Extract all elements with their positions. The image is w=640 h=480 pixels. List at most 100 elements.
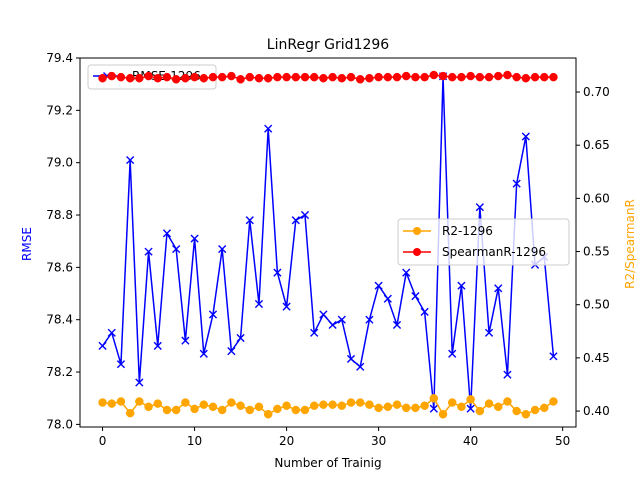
data-point-rmse-1296: [310, 328, 319, 337]
y-left-tick-label: 78.2: [46, 365, 73, 379]
data-point-r2-1296: [309, 401, 319, 410]
data-point-rmse-1296: [337, 315, 346, 324]
data-point-spearmanr-1296: [135, 73, 144, 83]
chart-title: LinRegr Grid1296: [267, 37, 389, 53]
legend-spearman-label: SpearmanR-1296: [442, 245, 546, 259]
legend-r2-marker: [413, 227, 421, 235]
data-point-r2-1296: [355, 398, 365, 407]
data-point-rmse-1296: [190, 234, 199, 243]
data-point-rmse-1296: [135, 378, 144, 387]
data-point-r2-1296: [466, 395, 475, 404]
data-point-rmse-1296: [245, 216, 254, 225]
x-tick-label: 10: [187, 434, 202, 448]
y-right-tick-label: 0.45: [583, 351, 610, 365]
data-point-spearmanr-1296: [153, 73, 163, 83]
y-right-tick-label: 0.40: [583, 404, 610, 418]
data-point-r2-1296: [346, 398, 356, 407]
data-point-rmse-1296: [420, 307, 429, 316]
legend-spearman-marker: [413, 248, 421, 256]
data-point-r2-1296: [530, 405, 540, 415]
plot-frame: [79, 57, 577, 428]
data-point-r2-1296: [135, 397, 144, 406]
data-point-rmse-1296: [466, 404, 475, 413]
data-point-spearmanr-1296: [217, 72, 227, 82]
data-point-rmse-1296: [227, 347, 236, 356]
y-axis-left-label: RMSE: [20, 227, 34, 261]
y-left-tick-label: 78.4: [46, 313, 73, 327]
data-point-rmse-1296: [291, 216, 300, 225]
data-point-spearmanr-1296: [273, 72, 282, 82]
data-point-rmse-1296: [172, 244, 181, 254]
data-point-r2-1296: [319, 400, 328, 409]
data-point-rmse-1296: [162, 229, 172, 238]
y-left-tick-label: 79.0: [46, 156, 73, 170]
data-point-r2-1296: [484, 399, 494, 408]
data-point-rmse-1296: [383, 294, 392, 303]
data-point-spearmanr-1296: [493, 71, 503, 81]
data-point-rmse-1296: [475, 203, 484, 212]
data-point-r2-1296: [116, 397, 126, 406]
data-point-spearmanr-1296: [309, 72, 319, 82]
data-point-r2-1296: [420, 401, 429, 410]
data-point-spearmanr-1296: [337, 73, 347, 83]
data-point-spearmanr-1296: [383, 72, 393, 82]
data-point-spearmanr-1296: [144, 71, 153, 81]
data-point-r2-1296: [273, 404, 282, 414]
legend-r2-label: R2-1296: [442, 224, 493, 238]
data-point-spearmanr-1296: [503, 70, 512, 80]
data-point-spearmanr-1296: [447, 72, 457, 82]
data-point-r2-1296: [447, 398, 457, 407]
data-point-r2-1296: [217, 405, 227, 415]
data-point-r2-1296: [549, 397, 558, 406]
data-point-r2-1296: [282, 401, 291, 410]
data-point-spearmanr-1296: [291, 72, 301, 82]
data-point-spearmanr-1296: [365, 73, 374, 83]
data-point-r2-1296: [328, 400, 337, 409]
data-point-rmse-1296: [208, 310, 218, 319]
data-point-rmse-1296: [402, 268, 411, 277]
data-point-spearmanr-1296: [392, 72, 402, 82]
data-point-rmse-1296: [116, 360, 126, 369]
data-point-r2-1296: [199, 400, 209, 409]
data-point-spearmanr-1296: [401, 71, 411, 81]
data-point-spearmanr-1296: [263, 73, 273, 83]
data-point-rmse-1296: [448, 349, 457, 358]
data-point-spearmanr-1296: [549, 72, 558, 82]
data-point-rmse-1296: [494, 284, 503, 293]
data-point-spearmanr-1296: [107, 71, 116, 81]
data-point-spearmanr-1296: [328, 72, 337, 82]
data-point-r2-1296: [512, 406, 521, 416]
data-point-spearmanr-1296: [199, 73, 209, 83]
y-left-tick-label: 79.2: [46, 103, 73, 117]
data-point-r2-1296: [300, 405, 310, 415]
data-point-rmse-1296: [484, 328, 494, 337]
data-point-r2-1296: [162, 405, 172, 415]
data-point-spearmanr-1296: [374, 72, 383, 82]
x-axis-label: Number of Trainig: [274, 456, 381, 470]
data-point-spearmanr-1296: [236, 75, 245, 84]
data-point-rmse-1296: [549, 352, 558, 361]
data-point-rmse-1296: [107, 328, 116, 337]
data-point-r2-1296: [98, 398, 107, 407]
y-right-tick-label: 0.65: [583, 138, 610, 152]
y-right-tick-label: 0.60: [583, 191, 610, 205]
y-left-tick-label: 78.8: [46, 208, 73, 222]
data-point-spearmanr-1296: [484, 72, 494, 82]
x-tick-label: 0: [99, 434, 107, 448]
data-point-rmse-1296: [254, 299, 264, 309]
data-point-rmse-1296: [144, 247, 153, 256]
data-point-spearmanr-1296: [254, 73, 264, 83]
data-point-spearmanr-1296: [208, 72, 218, 82]
data-point-rmse-1296: [153, 341, 162, 350]
data-point-r2-1296: [503, 397, 512, 406]
data-point-rmse-1296: [98, 341, 107, 350]
data-point-rmse-1296: [503, 370, 512, 379]
data-point-r2-1296: [153, 399, 163, 408]
data-point-spearmanr-1296: [438, 71, 448, 81]
data-point-spearmanr-1296: [355, 75, 365, 84]
data-point-rmse-1296: [365, 315, 374, 324]
data-point-rmse-1296: [319, 310, 328, 319]
data-point-rmse-1296: [411, 292, 420, 301]
plot-area: RMSE-12960102030405078.078.278.478.678.8…: [46, 51, 609, 448]
